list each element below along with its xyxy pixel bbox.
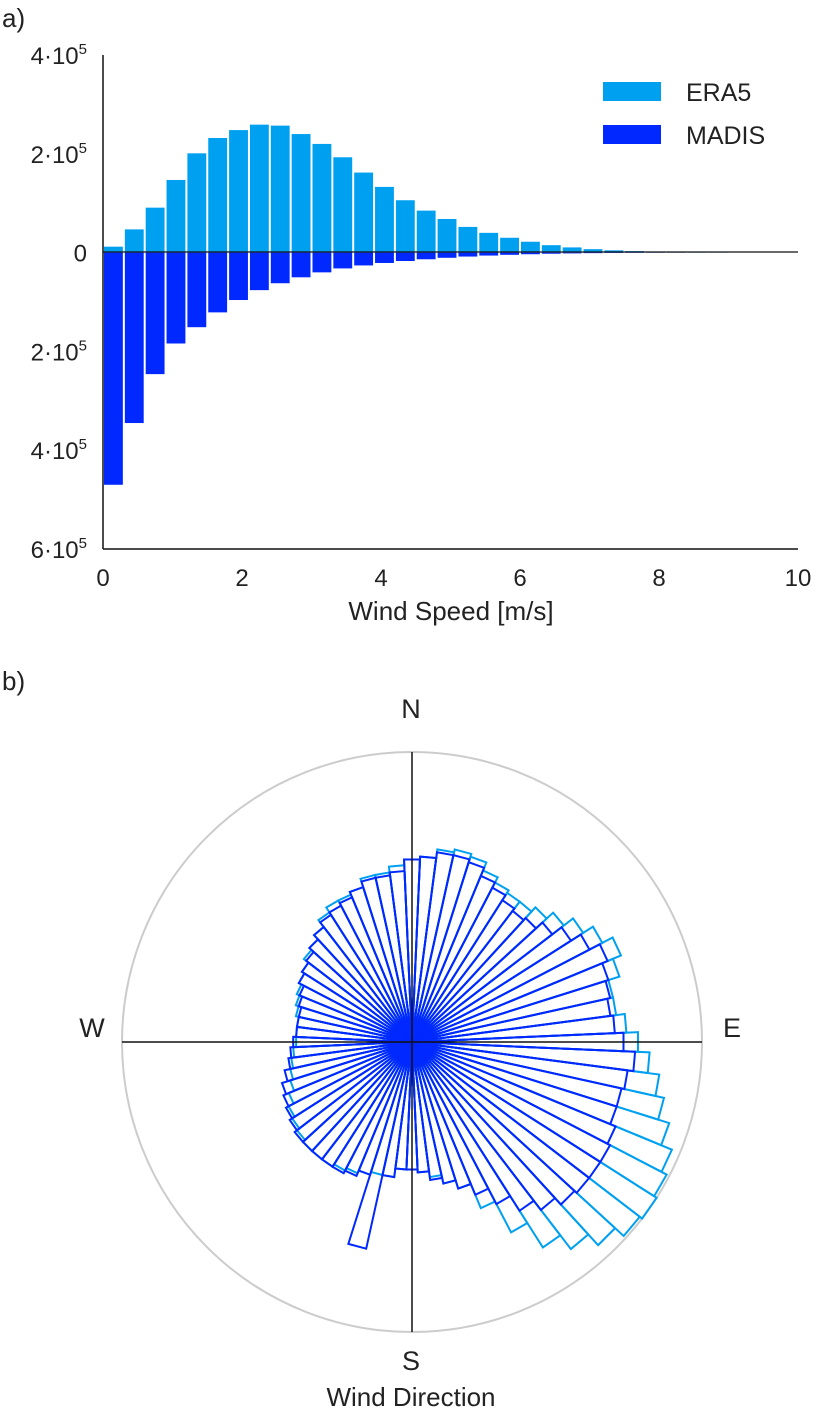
madis-wedge	[338, 895, 413, 1043]
madis-wedge	[388, 869, 413, 1043]
madis-wedge	[411, 1041, 512, 1206]
x-tick-label: 10	[785, 565, 812, 592]
era5-bar	[229, 130, 248, 253]
era5-bar	[249, 124, 269, 253]
era5-bar	[145, 207, 165, 253]
madis-bar	[270, 252, 290, 284]
madis-wedge	[312, 925, 413, 1043]
era5-bar	[583, 249, 603, 253]
compass-north-label: N	[401, 694, 421, 724]
madis-bar	[333, 252, 353, 269]
x-tick-label: 0	[96, 565, 109, 592]
legend-label-madis: MADIS	[686, 122, 765, 150]
era5-bar	[104, 246, 123, 253]
era5-wedge	[411, 1041, 590, 1251]
era5-bar	[416, 210, 436, 253]
panel-a-legend: ERA5 MADIS	[603, 79, 765, 150]
x-tick-label: 2	[235, 565, 248, 592]
madis-bar	[416, 252, 436, 260]
madis-bar	[291, 252, 311, 278]
compass-south-label: S	[402, 1346, 420, 1376]
madis-bar	[124, 252, 144, 424]
madis-bar	[375, 252, 394, 263]
era5-bar	[458, 226, 478, 253]
era5-bar	[354, 172, 374, 253]
panel-a-bars	[104, 124, 728, 485]
panel-a-y-tick-labels: 4·105 2·105 0 2·105 4·105 6·105	[31, 41, 87, 564]
era5-bar	[312, 143, 332, 253]
era5-bar	[291, 134, 311, 253]
madis-bar	[249, 252, 269, 291]
madis-wedge	[411, 1041, 576, 1206]
madis-wedge	[411, 1041, 557, 1212]
madis-bar	[458, 252, 478, 257]
madis-bar	[521, 252, 540, 255]
era5-bar	[395, 200, 415, 253]
legend-label-era5: ERA5	[686, 79, 751, 107]
era5-bar	[166, 179, 186, 253]
era5-bar	[124, 229, 144, 253]
era5-bar	[562, 247, 582, 253]
madis-wedge	[411, 921, 554, 1043]
y-tick-label: 0	[74, 241, 87, 268]
x-tick-label: 8	[652, 565, 665, 592]
madis-bar	[479, 252, 499, 256]
madis-bar	[500, 252, 519, 255]
era5-bar	[521, 241, 540, 253]
era5-bar	[375, 186, 394, 253]
x-tick-label: 6	[513, 565, 526, 592]
madis-wedge	[411, 1041, 591, 1195]
legend-swatch-madis	[603, 125, 661, 144]
madis-bar	[187, 252, 207, 328]
compass-west-label: W	[79, 1013, 105, 1043]
x-tick-label: 4	[374, 565, 387, 592]
era5-bar	[208, 137, 228, 253]
madis-wedge	[282, 1041, 413, 1108]
madis-bar	[562, 252, 582, 254]
madis-bar	[104, 252, 123, 485]
madis-bar	[541, 252, 561, 254]
panel-b-x-axis-label: Wind Direction	[326, 1382, 495, 1412]
y-tick-label: 2·105	[31, 337, 87, 366]
panel-a-x-tick-labels: 0 2 4 6 8 10	[96, 565, 811, 592]
madis-bar	[229, 252, 248, 301]
madis-wedge	[411, 942, 609, 1043]
madis-bar	[583, 252, 603, 254]
era5-bar	[437, 219, 457, 253]
era5-wedge	[411, 1041, 617, 1247]
madis-bar	[166, 252, 186, 344]
y-tick-label: 4·105	[31, 436, 87, 465]
madis-bar	[208, 252, 228, 313]
era5-bar	[541, 245, 561, 253]
madis-bar	[395, 252, 415, 261]
madis-wedge	[293, 1041, 413, 1144]
era5-bar	[333, 157, 353, 253]
legend-swatch-era5	[603, 82, 661, 101]
y-tick-label: 4·105	[31, 41, 87, 70]
y-tick-label: 6·105	[31, 535, 87, 564]
era5-wedge	[411, 900, 533, 1043]
madis-bar	[437, 252, 457, 258]
compass-east-label: E	[723, 1013, 741, 1043]
madis-bar	[354, 252, 374, 266]
panel-a-x-axis-label: Wind Speed [m/s]	[348, 596, 553, 626]
polar-cross-axes	[122, 752, 702, 1332]
madis-wedge	[411, 933, 591, 1043]
madis-bar	[145, 252, 165, 375]
era5-bar	[479, 232, 499, 253]
era5-bar	[270, 125, 290, 253]
era5-bar	[500, 237, 519, 253]
y-tick-label: 2·105	[31, 140, 87, 169]
panel-a-label: a)	[2, 3, 25, 33]
madis-bar	[312, 252, 332, 273]
polar-bars	[280, 848, 674, 1251]
era5-wedge	[411, 911, 566, 1043]
panel-b-label: b)	[2, 666, 25, 696]
era5-wedge	[411, 1041, 669, 1198]
era5-bar	[187, 153, 207, 253]
